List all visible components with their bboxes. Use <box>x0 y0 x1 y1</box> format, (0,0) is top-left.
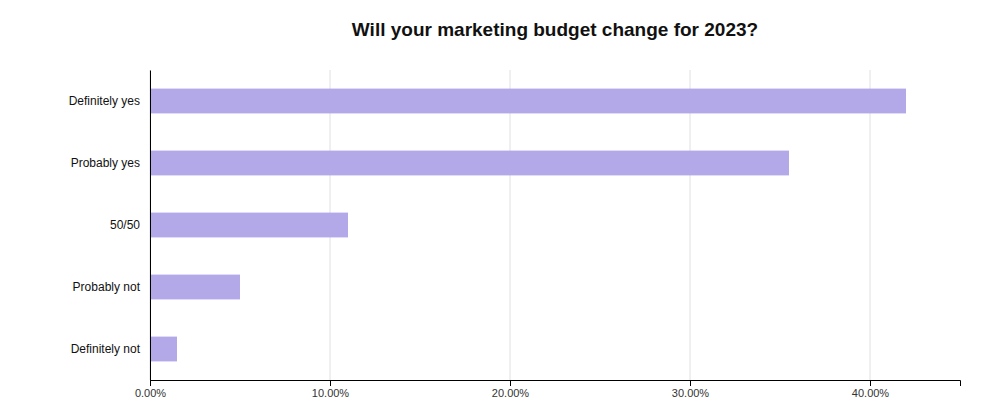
tick: 50/50 <box>110 218 140 232</box>
axis-line <box>151 381 961 387</box>
y-axis: Definitely yes Probably yes 50/50 Probably … <box>69 71 151 381</box>
x-axis: 0.00% 10.00% 20.00% 30.00% 40.00% <box>135 380 961 399</box>
bar <box>150 275 240 300</box>
tick: 0.00% <box>135 380 166 399</box>
tick: 20.00% <box>492 380 530 399</box>
axis-line <box>150 71 151 381</box>
tick: 30.00% <box>672 380 710 399</box>
tick-label: 20.00% <box>492 387 530 399</box>
grid <box>150 70 870 380</box>
tick: 10.00% <box>312 380 350 399</box>
grid-line <box>870 70 871 380</box>
chart: Will your marketing budget change for 20… <box>0 0 1000 420</box>
tick-label: Probably yes <box>71 156 140 170</box>
tick: Definitely not <box>71 342 141 356</box>
tick-mark <box>150 380 151 386</box>
tick-label: Definitely not <box>71 342 141 356</box>
tick-label: 10.00% <box>312 387 350 399</box>
tick: Probably not <box>73 280 141 294</box>
grid-line <box>690 70 691 380</box>
tick-label: Probably not <box>73 280 141 294</box>
tick-label: 0.00% <box>135 387 166 399</box>
grid-line <box>510 70 511 380</box>
tick: Definitely yes <box>69 94 140 108</box>
plot: 0.00% 10.00% 20.00% 30.00% 40.00% Definitely … <box>69 70 961 399</box>
tick-label: 50/50 <box>110 218 140 232</box>
bar <box>150 337 177 362</box>
bars <box>150 89 906 362</box>
tick-mark <box>510 380 511 386</box>
tick: Probably yes <box>71 156 140 170</box>
bar <box>150 89 906 114</box>
tick-mark <box>870 380 871 386</box>
tick-label: 30.00% <box>672 387 710 399</box>
tick-label: 40.00% <box>852 387 890 399</box>
bar <box>150 151 789 176</box>
grid-line <box>150 70 151 380</box>
tick-mark <box>330 380 331 386</box>
bar <box>150 213 348 238</box>
tick-mark <box>690 380 691 386</box>
tick: 40.00% <box>852 380 890 399</box>
tick-label: Definitely yes <box>69 94 140 108</box>
title: Will your marketing budget change for 20… <box>352 19 758 40</box>
